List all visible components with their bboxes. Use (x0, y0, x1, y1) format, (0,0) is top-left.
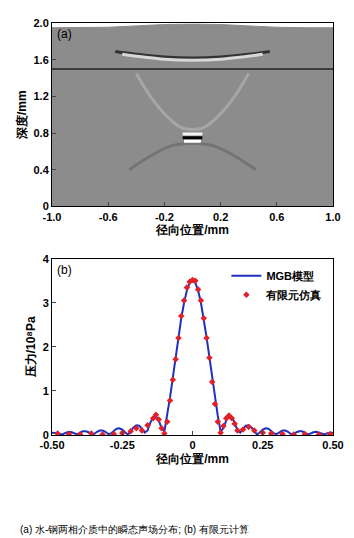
svg-text:0.4: 0.4 (34, 164, 50, 176)
svg-text:1.0: 1.0 (325, 211, 340, 223)
svg-text:压力/10⁸Pa: 压力/10⁸Pa (24, 316, 38, 378)
svg-text:有限元仿真: 有限元仿真 (265, 289, 321, 302)
svg-text:0.2: 0.2 (213, 211, 228, 223)
svg-text:MGB模型: MGB模型 (266, 270, 314, 282)
svg-text:深度/mm: 深度/mm (15, 90, 29, 140)
svg-text:(b): (b) (57, 263, 72, 277)
svg-text:0: 0 (43, 429, 49, 441)
svg-text:1: 1 (43, 385, 49, 397)
svg-text:(a): (a) (57, 27, 72, 41)
svg-text:2.0: 2.0 (34, 17, 49, 29)
svg-text:-0.6: -0.6 (99, 211, 118, 223)
svg-text:0: 0 (189, 439, 195, 451)
svg-text:-1.0: -1.0 (43, 211, 62, 223)
svg-text:径向位置/mm: 径向位置/mm (155, 452, 229, 466)
svg-text:1.6: 1.6 (34, 54, 49, 66)
svg-text:0.8: 0.8 (34, 127, 49, 139)
svg-text:径向位置/mm: 径向位置/mm (155, 223, 229, 237)
svg-text:3: 3 (43, 297, 49, 309)
svg-text:0.6: 0.6 (269, 211, 284, 223)
svg-text:0: 0 (43, 200, 49, 212)
svg-text:0.50: 0.50 (322, 439, 343, 451)
svg-text:-0.25: -0.25 (110, 439, 135, 451)
svg-text:0.25: 0.25 (252, 439, 273, 451)
svg-text:(a) 水-钢两相介质中的瞬态声场分布; (b) 有限元计算: (a) 水-钢两相介质中的瞬态声场分布; (b) 有限元计算 (20, 524, 249, 535)
svg-text:-0.50: -0.50 (39, 439, 64, 451)
svg-text:2: 2 (43, 341, 49, 353)
svg-text:-0.2: -0.2 (155, 211, 174, 223)
svg-text:1.2: 1.2 (34, 90, 49, 102)
svg-text:4: 4 (43, 253, 50, 265)
